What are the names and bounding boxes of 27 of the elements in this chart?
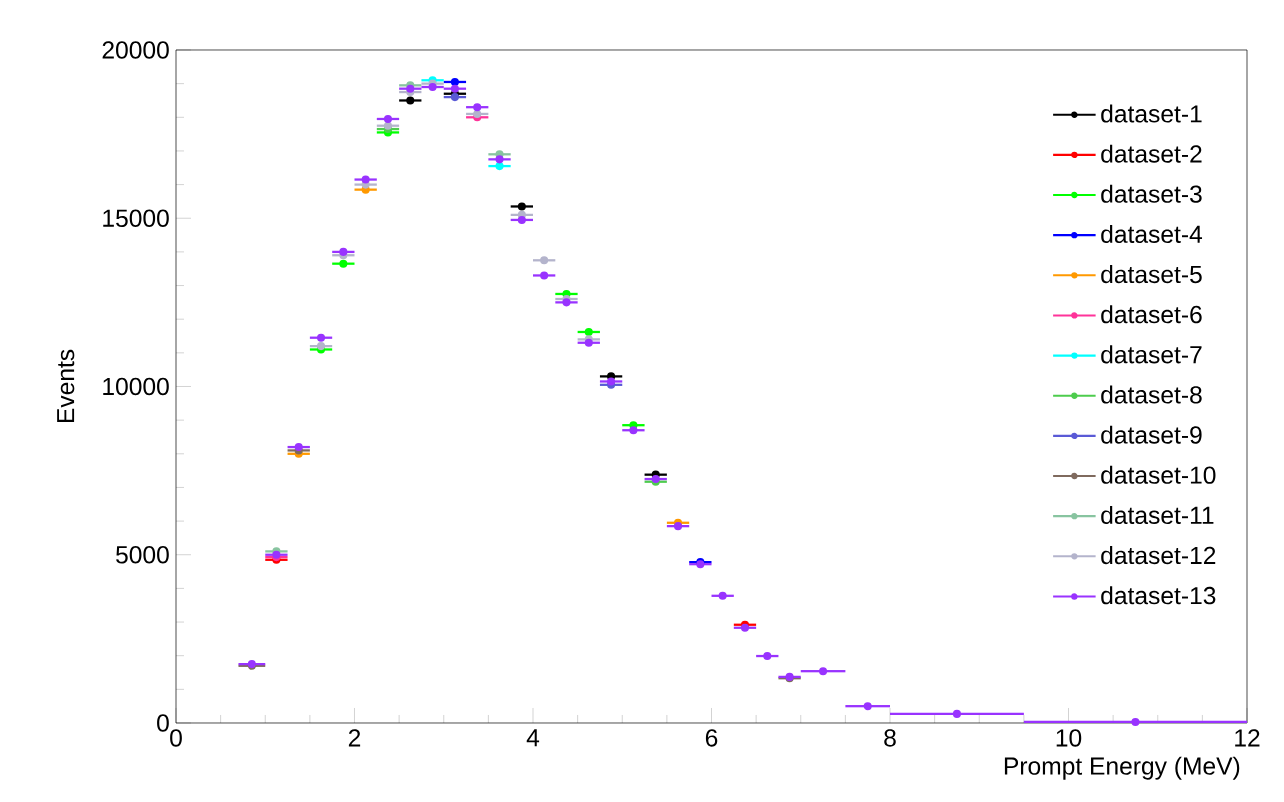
- legend-label: dataset-1: [1101, 104, 1202, 123]
- legend-label: dataset-3: [1101, 184, 1202, 203]
- legend-label: dataset-9: [1101, 425, 1202, 444]
- x-tick-label: 4: [526, 729, 540, 747]
- y-axis-title: Events: [57, 349, 75, 423]
- x-tick-label: 8: [884, 729, 896, 747]
- legend-label: dataset-12: [1101, 546, 1216, 565]
- legend-label: dataset-11: [1101, 505, 1214, 525]
- x-tick-label: 6: [705, 729, 718, 747]
- x-tick-label: 12: [1235, 729, 1260, 747]
- y-tick-label: 20000: [102, 41, 169, 59]
- legend-label: dataset-7: [1101, 345, 1202, 364]
- y-tick-label: 0: [157, 714, 169, 732]
- legend-label: dataset-2: [1101, 144, 1202, 163]
- legend-label: dataset-10: [1101, 465, 1216, 484]
- x-tick-label: 0: [170, 729, 182, 747]
- legend-label: dataset-4: [1101, 224, 1203, 244]
- legend-label: dataset-8: [1101, 385, 1202, 404]
- x-axis-title: Prompt Energy (MeV): [1004, 756, 1240, 780]
- y-tick-label: 15000: [103, 209, 169, 227]
- x-tick-label: 10: [1056, 729, 1082, 747]
- legend-label: dataset-13: [1101, 586, 1216, 605]
- y-tick-label: 10000: [103, 377, 169, 396]
- legend-label: dataset-5: [1101, 265, 1202, 284]
- legend-label: dataset-6: [1101, 305, 1202, 324]
- y-tick-label: 5000: [116, 546, 169, 564]
- x-tick-label: 2: [348, 729, 361, 747]
